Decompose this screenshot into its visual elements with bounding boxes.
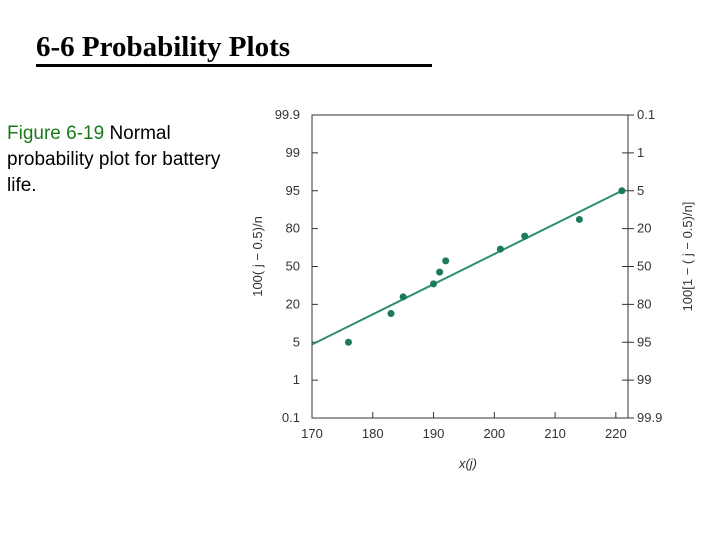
figure-caption: Figure 6-19 Normal probability plot for … bbox=[7, 121, 237, 199]
y-right-tick-label: 99.9 bbox=[637, 410, 662, 425]
y-left-tick-label: 5 bbox=[293, 334, 300, 349]
data-point bbox=[496, 245, 504, 253]
x-axis-label: x(j) bbox=[458, 456, 477, 471]
y-left-tick-label: 95 bbox=[286, 183, 300, 198]
x-tick-label: 170 bbox=[301, 426, 323, 441]
x-tick-label: 180 bbox=[362, 426, 384, 441]
caption-text: Normal probability plot for battery life… bbox=[7, 123, 221, 196]
data-point bbox=[575, 215, 583, 223]
y-right-tick-label: 5 bbox=[637, 183, 644, 198]
x-tick-label: 210 bbox=[544, 426, 566, 441]
y-left-tick-label: 1 bbox=[293, 372, 300, 387]
data-point bbox=[521, 232, 529, 240]
y-right-tick-label: 20 bbox=[637, 221, 651, 236]
data-point bbox=[387, 310, 395, 318]
data-point bbox=[430, 280, 438, 288]
y-right-tick-label: 95 bbox=[637, 334, 651, 349]
y-right-tick-label: 0.1 bbox=[637, 107, 655, 122]
y-right-tick-label: 80 bbox=[637, 296, 651, 311]
data-point bbox=[436, 268, 444, 276]
probability-plot: 170 180 190 200 210 2200.115205080959999.999.… bbox=[250, 107, 695, 471]
y-left-tick-label: 99 bbox=[286, 145, 300, 160]
y-left-tick-label: 20 bbox=[286, 296, 300, 311]
figure-number: Figure 6-19 bbox=[7, 123, 105, 144]
x-tick-label: 220 bbox=[605, 426, 627, 441]
y-left-axis-label: 100( j − 0.5)/n bbox=[250, 216, 265, 297]
y-right-tick-label: 99 bbox=[637, 372, 651, 387]
y-right-axis-label: 100[1 − ( j − 0.5)/n] bbox=[680, 202, 695, 312]
slide-title: 6-6 Probability Plots bbox=[36, 30, 432, 67]
data-point bbox=[399, 293, 407, 301]
data-point bbox=[442, 257, 450, 265]
y-left-tick-label: 0.1 bbox=[282, 410, 300, 425]
fit-line bbox=[311, 189, 623, 346]
data-point bbox=[618, 187, 626, 195]
y-right-tick-label: 50 bbox=[637, 259, 651, 274]
y-right-tick-label: 1 bbox=[637, 145, 644, 160]
y-left-tick-label: 99.9 bbox=[275, 107, 300, 122]
y-left-tick-label: 80 bbox=[286, 221, 300, 236]
y-left-tick-label: 50 bbox=[286, 259, 300, 274]
x-tick-label: 190 bbox=[423, 426, 445, 441]
x-tick-label: 200 bbox=[483, 426, 505, 441]
data-point bbox=[344, 338, 352, 346]
